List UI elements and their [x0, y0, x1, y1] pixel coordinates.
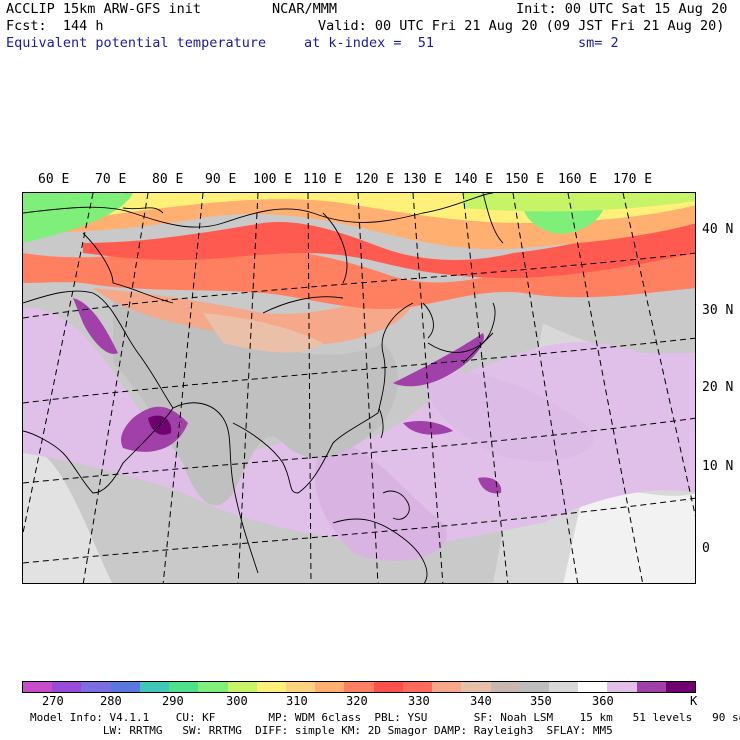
colorbar-swatch	[315, 682, 345, 692]
colorbar-swatch	[432, 682, 462, 692]
colorbar-tick-label: 330	[408, 694, 430, 708]
colorbar-swatch	[402, 682, 433, 692]
organization-label: NCAR/MMM	[272, 1, 338, 17]
colorbar-tick-label: 340	[470, 694, 492, 708]
model-info-line1: Model Info: V4.1.1 CU: KF MP: WDM 6class…	[30, 711, 740, 724]
lat-label: 30 N	[702, 303, 734, 318]
smoothing-label: sm= 2	[578, 35, 619, 51]
lon-label: 70 E	[95, 172, 127, 187]
colorbar-swatch	[344, 682, 374, 692]
colorbar-swatch	[110, 682, 140, 692]
colorbar-tick-label: 280	[100, 694, 122, 708]
colorbar-tick-label: 360	[592, 694, 614, 708]
colorbar-swatch	[285, 682, 316, 692]
colorbar-swatch	[519, 682, 549, 692]
field-name: Equivalent potential temperature	[6, 35, 267, 51]
lon-label: 90 E	[205, 172, 237, 187]
lon-label: 150 E	[505, 172, 545, 187]
lon-label: 60 E	[38, 172, 70, 187]
colorbar-swatch	[373, 682, 403, 692]
colorbar-swatch	[139, 682, 170, 692]
colorbar-tick-label: 350	[530, 694, 552, 708]
colorbar-swatch	[52, 682, 82, 692]
colorbar-swatch	[578, 682, 608, 692]
init-time: Init: 00 UTC Sat 15 Aug 20	[516, 1, 728, 17]
lat-label: 0	[702, 541, 710, 556]
map-panel	[22, 192, 696, 584]
lon-label: 120 E	[355, 172, 395, 187]
valid-time: Valid: 00 UTC Fri 21 Aug 20 (09 JST Fri …	[318, 18, 725, 34]
colorbar-swatch	[23, 682, 53, 692]
lat-label: 20 N	[702, 380, 734, 395]
colorbar-swatch	[81, 682, 111, 692]
level-index: at k-index = 51	[304, 35, 435, 51]
colorbar-swatch	[665, 682, 696, 692]
theta-e-field	[23, 193, 695, 583]
colorbar-swatch	[256, 682, 286, 692]
colorbar-tick-label: 270	[42, 694, 64, 708]
model-info-line2: LW: RRTMG SW: RRTMG DIFF: simple KM: 2D …	[30, 724, 613, 737]
lon-label: 80 E	[152, 172, 184, 187]
colorbar-unit: K	[690, 694, 698, 708]
lat-label: 10 N	[702, 459, 734, 474]
colorbar-tick-label: 320	[346, 694, 368, 708]
colorbar-swatch	[548, 682, 579, 692]
colorbar-swatch	[490, 682, 520, 692]
forecast-hour: Fcst: 144 h	[6, 18, 104, 34]
colorbar-swatch	[461, 682, 491, 692]
colorbar-swatch	[198, 682, 228, 692]
colorbar-tick-label: 310	[286, 694, 308, 708]
lon-label: 130 E	[403, 172, 443, 187]
lon-label: 140 E	[454, 172, 494, 187]
lon-label: 160 E	[558, 172, 598, 187]
lon-label: 110 E	[303, 172, 343, 187]
model-title: ACCLIP 15km ARW-GFS init	[6, 1, 202, 17]
colorbar-swatch	[169, 682, 199, 692]
colorbar-swatch	[636, 682, 666, 692]
lat-label: 40 N	[702, 222, 734, 237]
colorbar-tick-label: 290	[162, 694, 184, 708]
colorbar	[22, 681, 696, 693]
colorbar-swatch	[227, 682, 257, 692]
colorbar-tick-label: 300	[226, 694, 248, 708]
lon-label: 100 E	[253, 172, 293, 187]
lon-label: 170 E	[613, 172, 653, 187]
colorbar-swatch	[607, 682, 637, 692]
